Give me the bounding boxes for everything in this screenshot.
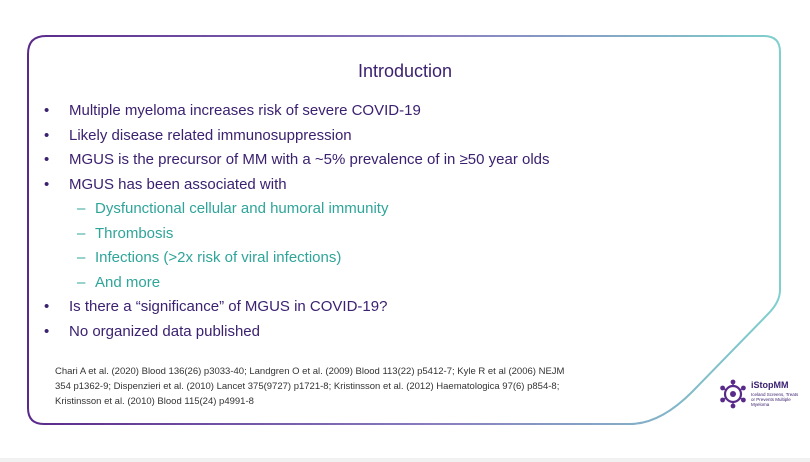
sub-bullet-item: Infections (>2x risk of viral infections… xyxy=(44,246,550,271)
logo-tagline: Iceland Screens, Treats or Prevents Mult… xyxy=(751,392,799,407)
bullet-item: Is there a “significance” of MGUS in COV… xyxy=(44,295,550,320)
bullet-item: Multiple myeloma increases risk of sever… xyxy=(44,99,550,124)
istopmm-logo: iStopMM Iceland Screens, Treats or Preve… xyxy=(718,378,798,418)
bullet-item: MGUS is the precursor of MM with a ~5% p… xyxy=(44,148,550,173)
bullet-item: Likely disease related immunosuppression xyxy=(44,124,550,149)
sub-bullet-item: Thrombosis xyxy=(44,222,550,247)
sub-bullet-item: Dysfunctional cellular and humoral immun… xyxy=(44,197,550,222)
slide-title: Introduction xyxy=(357,61,453,81)
reference-line: Kristinsson et al. (2010) Blood 115(24) … xyxy=(55,396,254,407)
reference-line: Chari A et al. (2020) Blood 136(26) p303… xyxy=(55,366,565,377)
references: Chari A et al. (2020) Blood 136(26) p303… xyxy=(55,364,655,409)
bullet-item: MGUS has been associated with xyxy=(44,173,550,198)
bullet-list: Multiple myeloma increases risk of sever… xyxy=(44,99,550,344)
reference-line: 354 p1362-9; Dispenzieri et al. (2010) L… xyxy=(55,381,560,392)
sub-bullet-item: And more xyxy=(44,271,550,296)
logo-name: iStopMM xyxy=(751,380,789,390)
bullet-item: No organized data published xyxy=(44,320,550,345)
network-circle-icon xyxy=(720,379,746,409)
